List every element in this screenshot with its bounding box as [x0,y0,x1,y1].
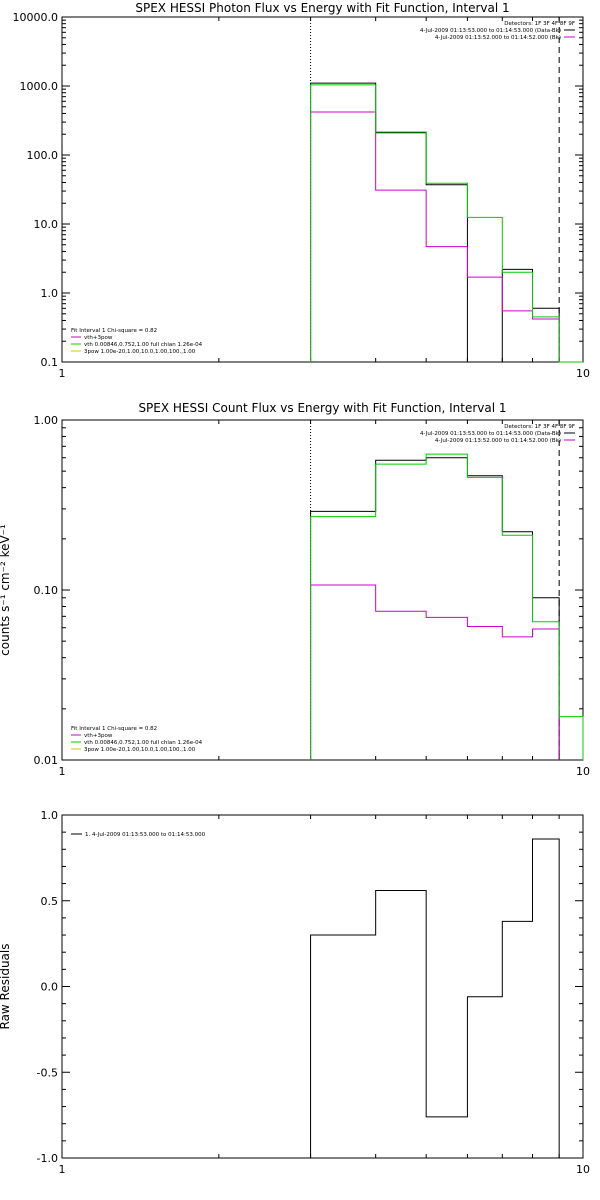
y-tick-label: 0.0 [41,981,59,994]
x-tick-label: 10 [576,765,590,778]
legend-data-label: 4-Jul-2009 01:13:53.000 to 01:14:53.000 … [420,28,561,34]
fit-item-label: 3pow 1.00e-20,1.00,10.0,1.00,100.,1.00 [84,747,196,753]
legend-detectors: Detectors: 1F 3F 4F 8F 9F [504,21,575,27]
legend-bk-label: 4-Jul-2009 01:13:52.000 to 01:14:52.000 … [435,35,561,41]
x-tick-label: 1 [59,1163,66,1176]
series-line-2 [310,584,560,760]
chart-title: SPEX HESSI Photon Flux vs Energy with Fi… [135,1,509,15]
plot-frame [61,814,584,1159]
fit-item-label: 3pow 1.00e-20,1.00,10.0,1.00,100.,1.00 [84,349,196,355]
fit-item-label: vth+3pow [84,733,113,739]
series-line-1 [310,82,560,362]
series-line-1 [310,838,560,1158]
y-axis-label: counts s⁻¹ cm⁻² keV⁻¹ [0,524,12,656]
y-tick-label: -0.5 [37,1066,58,1079]
y-tick-label: 10000.0 [13,11,59,24]
chart-title: SPEX HESSI Count Flux vs Energy with Fit… [138,401,506,415]
chart-panel-2: SPEX HESSI Count Flux vs Energy with Fit… [0,401,590,778]
y-tick-label: 10.0 [34,218,59,231]
fit-item-label: vth+3pow [84,335,113,341]
y-tick-label: 0.01 [34,754,59,767]
chart-panel-1: SPEX HESSI Photon Flux vs Energy with Fi… [13,1,591,380]
x-tick-label: 1 [59,765,66,778]
x-tick-label: 1 [59,367,66,380]
y-tick-label: 1.0 [41,287,59,300]
y-tick-label: 1.0 [41,809,59,822]
x-tick-label: 10 [576,367,590,380]
legend-data-label: 4-Jul-2009 01:13:53.000 to 01:14:53.000 … [420,431,561,437]
fit-interval-label: Fit Interval 1 Chi-square = 0.82 [71,726,157,732]
y-tick-label: -1.0 [37,1152,58,1165]
y-axis-label: Raw Residuals [0,944,12,1030]
series-line-3 [310,84,583,363]
plot-frame [61,419,584,761]
y-tick-label: 0.10 [34,584,59,597]
y-tick-label: 1000.0 [20,80,59,93]
series-line-1 [310,457,560,760]
fit-item-label: vth 0.00846,0.752,1.00 full chian 1.26e-… [84,342,203,348]
plot-frame [61,16,584,363]
legend-label: 1. 4-Jul-2009 01:13:53.000 to 01:14:53.0… [85,832,206,838]
series-line-3 [310,453,584,760]
y-tick-label: 1.00 [34,414,59,427]
y-tick-label: 0.1 [41,356,59,369]
chart-panel-3: Raw Residuals 1 10 -1.0 -0.5 0.0 0.5 1.0 1. 4-Ju… [0,809,590,1176]
legend-bk-label: 4-Jul-2009 01:13:52.000 to 01:14:52.000 … [435,438,561,444]
y-tick-label: 0.5 [41,895,59,908]
x-tick-label: 10 [576,1163,590,1176]
y-tick-label: 100.0 [27,149,59,162]
fit-interval-label: Fit Interval 1 Chi-square = 0.82 [71,328,157,334]
series-line-2 [310,111,560,362]
legend-detectors: Detectors: 1F 3F 4F 8F 9F [504,424,575,430]
fit-item-label: vth 0.00846,0.752,1.00 full chian 1.26e-… [84,740,203,746]
